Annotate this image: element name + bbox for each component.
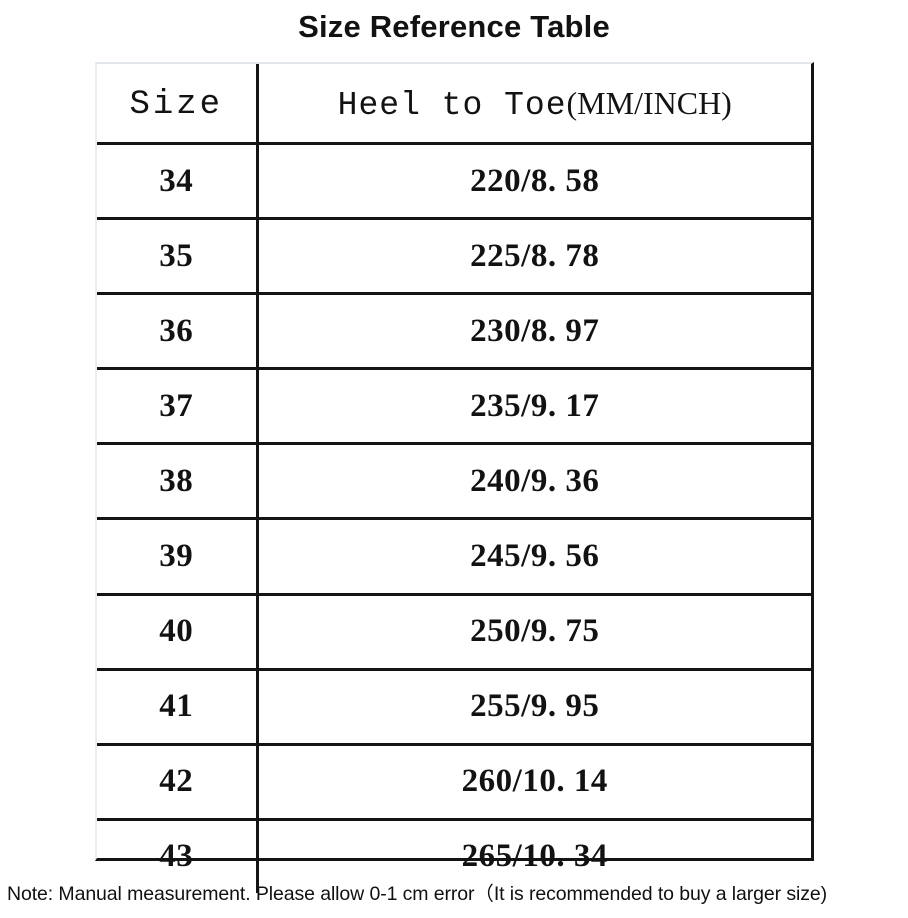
- table-row: 35 225/8. 78: [97, 218, 811, 296]
- table-row: 34 220/8. 58: [97, 143, 811, 221]
- size-value: 39: [159, 538, 194, 575]
- table-row: 36 230/8. 97: [97, 293, 811, 371]
- cell-size: 40: [97, 594, 259, 671]
- table-row: 39 245/9. 56: [97, 518, 811, 596]
- measurement-value: 235/9. 17: [470, 387, 600, 424]
- cell-measurement: 230/8. 97: [257, 293, 811, 371]
- measurement-value: 245/9. 56: [470, 538, 600, 575]
- cell-size: 42: [97, 744, 259, 821]
- size-value: 36: [159, 312, 194, 349]
- size-value: 40: [159, 613, 194, 650]
- cell-size: 37: [97, 368, 259, 446]
- column-header-measurement: Heel to Toe(MM/INCH): [257, 64, 811, 145]
- size-value: 34: [159, 162, 194, 199]
- cell-size: 41: [97, 669, 259, 746]
- measurement-value: 255/9. 95: [470, 688, 600, 725]
- table-row: 38 240/9. 36: [97, 443, 811, 521]
- measurement-value: 230/8. 97: [470, 312, 600, 349]
- size-reference-table: Size Heel to Toe(MM/INCH) 34 220/8. 58: [97, 64, 811, 893]
- cell-measurement: 225/8. 78: [257, 218, 811, 296]
- cell-measurement: 245/9. 56: [257, 518, 811, 596]
- size-reference-table-container: Size Heel to Toe(MM/INCH) 34 220/8. 58: [95, 62, 814, 893]
- cell-size: 36: [97, 293, 259, 371]
- measurement-value: 240/9. 36: [470, 462, 600, 499]
- table-row: 37 235/9. 17: [97, 368, 811, 446]
- table-row: 41 255/9. 95: [97, 669, 811, 746]
- cell-measurement: 250/9. 75: [257, 594, 811, 671]
- table-row: 40 250/9. 75: [97, 594, 811, 671]
- cell-size: 43: [97, 819, 259, 893]
- measurement-value: 225/8. 78: [470, 237, 600, 274]
- size-value: 43: [159, 838, 194, 875]
- cell-size: 39: [97, 518, 259, 596]
- column-header-size-label: Size: [129, 86, 224, 124]
- cell-measurement: 255/9. 95: [257, 669, 811, 746]
- cell-size: 35: [97, 218, 259, 296]
- table-row: 42 260/10. 14: [97, 744, 811, 821]
- size-value: 42: [159, 763, 194, 800]
- table-row: 43 265/10. 34: [97, 819, 811, 893]
- cell-measurement: 235/9. 17: [257, 368, 811, 446]
- size-value: 35: [159, 237, 194, 274]
- cell-measurement: 240/9. 36: [257, 443, 811, 521]
- column-header-measurement-main: Heel to Toe: [337, 86, 567, 124]
- size-value: 37: [159, 387, 194, 424]
- measurement-note: Note: Manual measurement. Please allow 0…: [7, 883, 827, 905]
- column-header-measurement-label: Heel to Toe(MM/INCH): [337, 84, 732, 124]
- measurement-value: 220/8. 58: [470, 162, 600, 199]
- table-body: 34 220/8. 58 35 225/8. 78: [97, 143, 811, 893]
- table-header: Size Heel to Toe(MM/INCH): [97, 64, 811, 145]
- size-value: 41: [159, 688, 194, 725]
- measurement-value: 250/9. 75: [470, 613, 600, 650]
- size-value: 38: [159, 462, 194, 499]
- cell-size: 38: [97, 443, 259, 521]
- table-header-row: Size Heel to Toe(MM/INCH): [97, 64, 811, 145]
- column-header-size: Size: [97, 64, 259, 145]
- cell-measurement: 220/8. 58: [257, 143, 811, 221]
- measurement-value: 265/10. 34: [461, 838, 608, 875]
- page-title: Size Reference Table: [298, 9, 610, 44]
- cell-size: 34: [97, 143, 259, 221]
- cell-measurement: 260/10. 14: [257, 744, 811, 821]
- cell-measurement: 265/10. 34: [257, 819, 811, 893]
- column-header-measurement-units: (MM/INCH): [566, 84, 732, 121]
- measurement-value: 260/10. 14: [461, 763, 608, 800]
